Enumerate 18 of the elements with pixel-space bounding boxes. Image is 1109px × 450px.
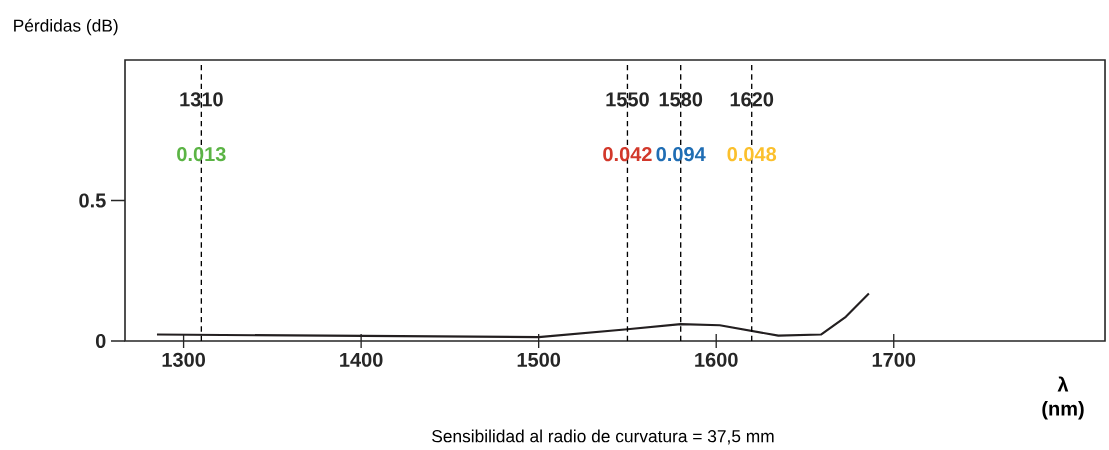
x-axis-title: λ (nm) [1042,376,1084,420]
x-tick-label: 1700 [872,352,916,367]
annotation: 0.013 [177,147,226,162]
ref-line-label: 1580 [659,92,703,107]
annotation: 0.048 [727,147,777,162]
ref-line-label: 1620 [730,92,774,107]
x-tick-label: 1500 [517,352,561,367]
y-tick-label: 0.5 [79,193,106,208]
y-tick-label: 0 [95,333,106,349]
ref-line-label: 1550 [606,92,649,107]
annotation: 0.042 [603,147,652,162]
y-axis-title: Pérdidas (dB) [14,18,118,36]
x-tick-label: 1300 [162,352,205,367]
ref-line-label: 1310 [180,92,223,107]
annotation: 0.094 [656,147,706,162]
x-tick-label: 1400 [340,352,383,367]
text: Sensibilidad al radio de curvatura = 37,5 mm [432,429,774,445]
x-tick-label: 1600 [695,352,738,367]
